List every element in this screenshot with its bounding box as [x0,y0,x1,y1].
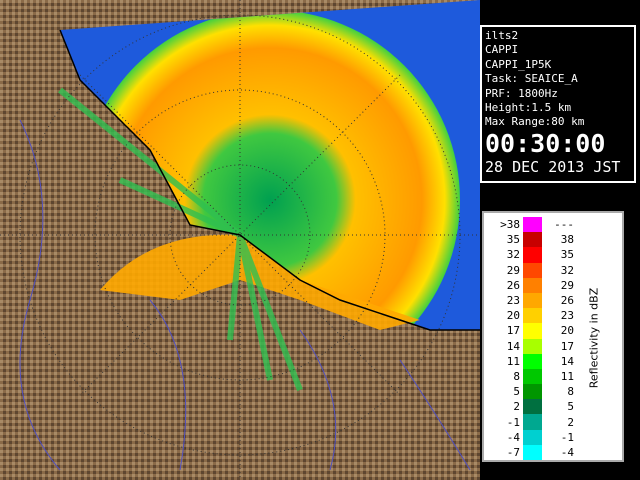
legend-high: 32 [560,263,574,277]
legend-row: 11 14 [488,353,574,369]
legend-low: 23 [506,294,520,308]
legend-swatch [523,429,542,445]
legend-row: -7 -4 [488,444,574,460]
legend-row: 32 35 [488,247,574,263]
legend-swatch [523,308,542,324]
legend-swatch [523,338,542,354]
info-line: Height:1.5 km [485,101,572,115]
legend-low: 29 [506,263,520,277]
legend-high: 17 [560,339,574,353]
legend-swatch [523,277,542,293]
legend-high: 35 [560,248,574,262]
legend-swatch [523,247,542,263]
legend-low: >38 [500,218,520,232]
legend-high: --- [554,218,574,232]
legend-high: -1 [560,430,574,444]
legend-high: 14 [560,354,574,368]
legend-high: 5 [567,400,574,414]
legend-low: 8 [513,369,520,383]
legend-low: -1 [506,415,520,429]
legend-row: 20 23 [488,308,574,324]
legend-swatch [523,262,542,278]
legend-low: 11 [506,354,520,368]
legend-row: 8 11 [488,368,574,385]
legend-high: -4 [560,445,574,459]
legend-swatch [523,353,542,369]
legend-row: 23 26 [488,292,574,309]
legend-row: 26 29 [488,277,574,293]
legend-low: 2 [513,400,520,414]
legend-swatch [523,414,542,430]
rivers [19,119,471,471]
legend-swatch [523,399,542,415]
legend-low: 14 [506,339,520,353]
date: 28 DEC 2013 JST [485,157,621,176]
legend-swatch [523,217,542,233]
info-panel: ilts2 CAPPI CAPPI_1P5K Task: SEAICE_A PRF: 1… [480,25,636,183]
legend-row: -1 2 [488,414,574,430]
legend-swatch [523,368,542,385]
radar-map [0,0,480,480]
legend-high: 20 [560,324,574,338]
legend-row: 29 32 [488,262,574,278]
time: 00:30:00 [485,128,606,158]
legend-swatch [523,444,542,460]
legend-row: 17 20 [488,323,574,339]
legend-low: 32 [506,248,520,262]
legend-low: 20 [506,309,520,323]
info-line: Max Range:80 km [485,115,585,129]
legend-low: -7 [506,445,520,459]
legend-high: 11 [560,369,574,383]
info-line: CAPPI [485,43,519,57]
legend-swatch [523,384,542,400]
legend-high: 2 [567,415,574,429]
legend-low: 26 [506,278,520,292]
coastline [59,29,480,331]
legend-swatch [523,292,542,309]
legend-row: -4 -1 [488,429,574,445]
info-line: Task: SEAICE_A [485,72,578,86]
legend-high: 29 [560,278,574,292]
legend-high: 38 [560,233,574,247]
legend: >38 --- 35 38 32 35 29 32 26 29 23 26 20 23 17 20 14 17 11… [482,211,624,462]
legend-low: 5 [513,385,520,399]
legend-title: Reflectivity in dBZ [587,287,601,389]
legend-high: 8 [567,385,574,399]
info-line: CAPPI_1P5K [485,57,552,71]
legend-row: 14 17 [488,338,574,354]
legend-swatch [523,323,542,339]
legend-high: 23 [560,309,574,323]
info-line: ilts2 [485,29,519,42]
legend-low: -4 [506,430,520,444]
legend-row: >38 --- [488,217,574,233]
legend-high: 26 [560,294,574,308]
legend-row: 35 38 [488,232,574,248]
legend-rows: >38 --- 35 38 32 35 29 32 26 29 23 26 20 23 17 20 14 17 11… [488,217,574,460]
legend-swatch [523,232,542,248]
legend-low: 35 [506,233,520,247]
legend-low: 17 [506,324,520,338]
info-line: PRF: 1800Hz [485,86,558,100]
